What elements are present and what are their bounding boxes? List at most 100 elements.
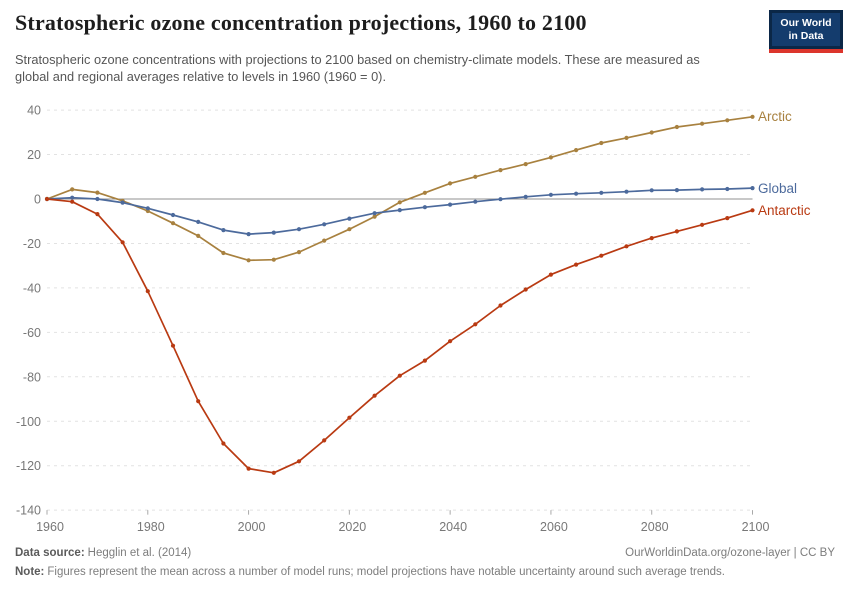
arctic-data-point[interactable] bbox=[674, 124, 680, 130]
global-data-point[interactable] bbox=[70, 195, 75, 200]
owid-logo[interactable]: Our World in Data bbox=[769, 10, 843, 49]
antarctic-data-point[interactable] bbox=[422, 358, 427, 363]
antarctic-data-point[interactable] bbox=[322, 438, 327, 443]
global-data-point[interactable] bbox=[145, 206, 150, 211]
arctic-data-point[interactable] bbox=[372, 214, 377, 219]
arctic-data-point[interactable] bbox=[473, 174, 478, 179]
global-data-point[interactable] bbox=[296, 227, 302, 232]
global-data-point[interactable] bbox=[221, 228, 226, 233]
arctic-data-point[interactable] bbox=[624, 135, 629, 140]
arctic-data-point[interactable] bbox=[649, 130, 654, 135]
arctic-data-point[interactable] bbox=[95, 190, 100, 195]
global-data-point[interactable] bbox=[322, 222, 327, 227]
note-text: Figures represent the mean across a numb… bbox=[47, 566, 725, 578]
antarctic-data-point[interactable] bbox=[372, 393, 377, 398]
global-data-point[interactable] bbox=[448, 202, 453, 207]
global-data-point[interactable] bbox=[422, 205, 427, 210]
series-label-antarctic[interactable]: Antarctic bbox=[758, 202, 811, 218]
data-source-label: Data source: bbox=[15, 547, 85, 559]
antarctic-data-point[interactable] bbox=[221, 441, 226, 446]
global-data-point[interactable] bbox=[271, 230, 276, 235]
y-tick-label: -80 bbox=[23, 370, 41, 384]
arctic-data-point[interactable] bbox=[498, 168, 503, 173]
x-tick-label: 1960 bbox=[36, 520, 64, 534]
global-data-point[interactable] bbox=[347, 216, 352, 221]
global-data-point[interactable] bbox=[700, 187, 705, 192]
arctic-data-point[interactable] bbox=[574, 148, 579, 153]
arctic-data-point[interactable] bbox=[70, 187, 75, 192]
global-data-point[interactable] bbox=[397, 208, 402, 213]
antarctic-data-point[interactable] bbox=[674, 229, 680, 234]
antarctic-data-point[interactable] bbox=[700, 222, 705, 227]
data-source-line: Data source: Hegglin et al. (2014) bbox=[15, 547, 191, 559]
arctic-data-point[interactable] bbox=[750, 114, 755, 119]
antarctic-data-point[interactable] bbox=[271, 470, 276, 475]
arctic-data-point[interactable] bbox=[548, 155, 554, 160]
arctic-data-point[interactable] bbox=[725, 118, 730, 123]
global-data-point[interactable] bbox=[624, 189, 629, 194]
global-data-point[interactable] bbox=[372, 211, 377, 216]
arctic-data-point[interactable] bbox=[271, 257, 276, 262]
antarctic-data-point[interactable] bbox=[498, 303, 503, 308]
global-data-point[interactable] bbox=[196, 219, 201, 224]
global-data-point[interactable] bbox=[599, 190, 604, 195]
global-data-point[interactable] bbox=[498, 197, 503, 202]
series-label-arctic[interactable]: Arctic bbox=[758, 109, 792, 125]
antarctic-data-point[interactable] bbox=[448, 339, 453, 344]
global-data-point[interactable] bbox=[523, 194, 528, 199]
chart-footer: Data source: Hegglin et al. (2014) OurWor… bbox=[15, 547, 835, 578]
antarctic-data-point[interactable] bbox=[120, 240, 125, 245]
arctic-data-point[interactable] bbox=[296, 250, 302, 255]
global-data-point[interactable] bbox=[548, 192, 554, 197]
arctic-data-point[interactable] bbox=[170, 221, 176, 226]
arctic-data-point[interactable] bbox=[397, 200, 402, 205]
arctic-data-point[interactable] bbox=[523, 162, 528, 167]
antarctic-data-point[interactable] bbox=[523, 287, 528, 292]
antarctic-data-point[interactable] bbox=[196, 399, 201, 404]
arctic-data-point[interactable] bbox=[599, 140, 604, 146]
antarctic-data-point[interactable] bbox=[296, 459, 302, 464]
arctic-data-point[interactable] bbox=[196, 233, 201, 238]
antarctic-data-point[interactable] bbox=[44, 196, 50, 202]
arctic-data-point[interactable] bbox=[246, 258, 251, 263]
chart-svg: 40 20 0 -20 -40 -60 -80 -100 -120 -140 1960 1980 200… bbox=[16, 104, 770, 535]
global-data-point[interactable] bbox=[473, 199, 478, 204]
antarctic-data-point[interactable] bbox=[246, 466, 251, 471]
antarctic-data-point[interactable] bbox=[750, 208, 755, 213]
arctic-data-point[interactable] bbox=[221, 250, 226, 256]
arctic-data-point[interactable] bbox=[448, 181, 453, 186]
antarctic-data-point[interactable] bbox=[170, 343, 176, 348]
antarctic-data-point[interactable] bbox=[599, 253, 604, 258]
antarctic-data-point[interactable] bbox=[70, 199, 75, 204]
note-label: Note: bbox=[15, 566, 45, 578]
global-data-point[interactable] bbox=[574, 191, 579, 196]
antarctic-data-point[interactable] bbox=[95, 212, 100, 217]
global-data-point[interactable] bbox=[649, 188, 654, 193]
antarctic-data-point[interactable] bbox=[397, 373, 402, 378]
antarctic-data-point[interactable] bbox=[145, 289, 150, 294]
y-tick-label: -60 bbox=[23, 326, 41, 340]
arctic-data-point[interactable] bbox=[422, 190, 427, 195]
series-label-global[interactable]: Global bbox=[758, 180, 798, 196]
global-data-point[interactable] bbox=[725, 186, 730, 192]
global-data-point[interactable] bbox=[120, 200, 125, 205]
antarctic-data-point[interactable] bbox=[574, 262, 579, 267]
antarctic-data-point[interactable] bbox=[347, 415, 352, 420]
antarctic-data-point[interactable] bbox=[624, 244, 629, 249]
arctic-data-point[interactable] bbox=[347, 227, 352, 232]
antarctic-data-point[interactable] bbox=[473, 322, 478, 327]
attribution-link[interactable]: OurWorldinData.org/ozone-layer | CC BY bbox=[625, 547, 835, 559]
global-data-point[interactable] bbox=[170, 212, 176, 218]
antarctic-data-point[interactable] bbox=[548, 272, 554, 277]
arctic-line[interactable] bbox=[46, 115, 754, 262]
global-data-point[interactable] bbox=[674, 188, 680, 193]
arctic-data-point[interactable] bbox=[700, 121, 705, 126]
global-data-point[interactable] bbox=[750, 186, 755, 191]
arctic-data-point[interactable] bbox=[322, 238, 327, 243]
global-data-point[interactable] bbox=[95, 196, 100, 202]
antarctic-data-point[interactable] bbox=[725, 216, 730, 221]
antarctic-line[interactable] bbox=[46, 198, 754, 474]
global-data-point[interactable] bbox=[246, 232, 251, 237]
antarctic-data-point[interactable] bbox=[649, 236, 654, 241]
x-tick-label: 2100 bbox=[742, 520, 770, 534]
